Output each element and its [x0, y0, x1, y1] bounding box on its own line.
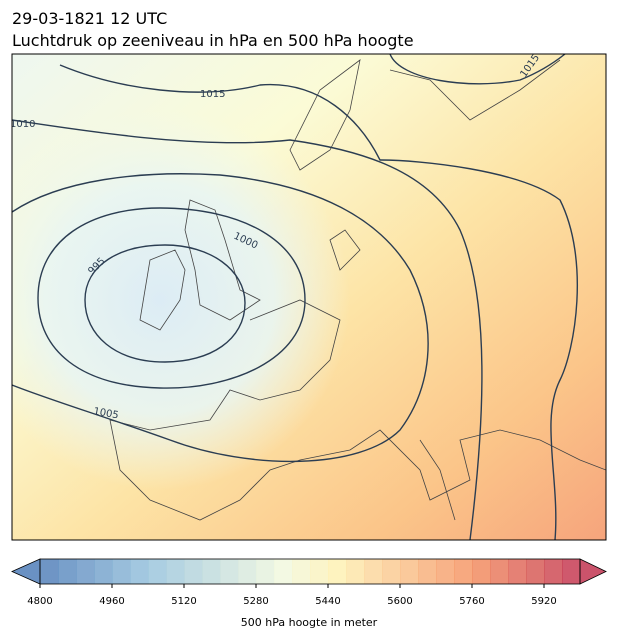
subtitle: Luchtdruk op zeeniveau in hPa en 500 hPa… [12, 31, 414, 50]
colorbar-segment [328, 559, 347, 584]
colorbar-segment [256, 559, 275, 584]
colorbar-segment [508, 559, 527, 584]
colorbar-frame [39, 558, 581, 585]
tick-label: 5440 [315, 596, 340, 607]
tick-label: 5760 [459, 596, 484, 607]
colorbar-segment [418, 559, 437, 584]
colorbar-segment [58, 559, 77, 584]
colorbar-segment [238, 559, 257, 584]
tick-label: 5120 [171, 596, 196, 607]
colorbar-segment [544, 559, 563, 584]
colorbar-segment [400, 559, 419, 584]
tick-label: 5920 [531, 596, 556, 607]
colorbar-label: 500 hPa hoogte in meter [241, 616, 378, 629]
contour-label: 1010 [10, 119, 35, 130]
colorbar-segment [454, 559, 473, 584]
map: 1015 1010 1000 995 1005 1015 [10, 54, 606, 540]
tick-label: 4960 [99, 596, 124, 607]
colorbar-segment [202, 559, 221, 584]
colorbar-segment [220, 559, 239, 584]
colorbar-segment [364, 559, 383, 584]
colorbar-segment [148, 559, 167, 584]
colorbar: 4800 4960 5120 5280 5440 5600 5760 5920 500 hPa … [11, 558, 607, 629]
colorbar-segment [292, 559, 311, 584]
colorbar-segment [274, 559, 293, 584]
colorbar-extend [579, 558, 607, 585]
title: 29-03-1821 12 UTC [12, 9, 167, 28]
colorbar-segment [490, 559, 509, 584]
colorbar-segment [526, 559, 545, 584]
tick-label: 5600 [387, 596, 412, 607]
colorbar-segment [382, 559, 401, 584]
tick-label: 5280 [243, 596, 268, 607]
colorbar-segment [112, 559, 131, 584]
contour-label: 1015 [200, 89, 225, 100]
colorbar-segment [94, 559, 113, 584]
tick-label: 4800 [27, 596, 52, 607]
map-frame [11, 53, 607, 541]
colorbar-segment [76, 559, 95, 584]
colorbar-segment [562, 559, 581, 584]
colorbar-segment [310, 559, 329, 584]
contour-label: 1005 [92, 406, 119, 421]
colorbar-segment [40, 559, 59, 584]
colorbar-segment [130, 559, 149, 584]
colorbar-segment [472, 559, 491, 584]
colorbar-segment [184, 559, 203, 584]
colorbar-segment [166, 559, 185, 584]
colorbar-segment [436, 559, 455, 584]
colorbar-extend [11, 558, 41, 585]
colorbar-segment [346, 559, 365, 584]
